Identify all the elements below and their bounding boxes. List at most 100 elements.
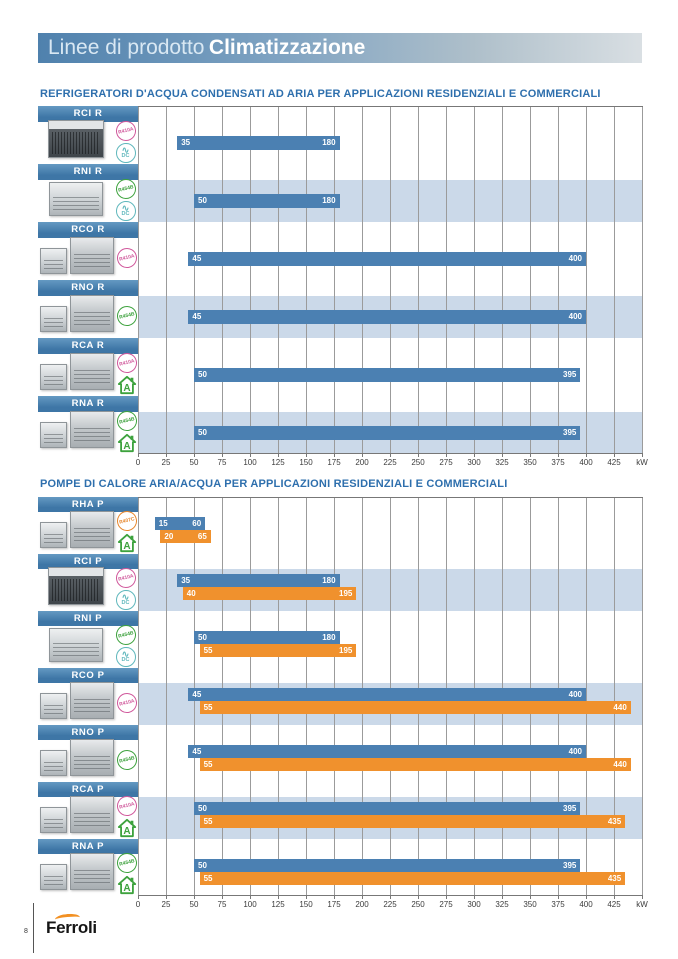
product-image <box>40 511 114 550</box>
bar-start-value: 45 <box>192 690 202 699</box>
bar-start-value: 35 <box>181 576 191 585</box>
bar-start-value: 50 <box>198 428 207 437</box>
product-unit <box>70 853 114 890</box>
axis-tick-label: 50 <box>189 900 199 909</box>
product-image <box>40 295 114 334</box>
bar-start-value: 55 <box>203 817 213 826</box>
refrigerant-badge: R407C <box>114 508 139 534</box>
product-unit <box>49 182 103 216</box>
row-plot-area: 15 60 20 65 <box>138 497 643 554</box>
product-info: R454B A <box>38 850 139 896</box>
blue-range-bar: 45 400 <box>188 252 586 266</box>
blue-range-bar: 35 180 <box>177 136 340 150</box>
orange-range-bar: 20 65 <box>160 530 211 543</box>
orange-range-bar: 55 435 <box>199 872 626 885</box>
blue-range-bar: 50 395 <box>194 426 581 440</box>
product-name: RNI R <box>38 164 138 180</box>
axis-tick-label: 125 <box>271 900 285 909</box>
page-header: Linee di prodotto Climatizzazione <box>38 33 642 63</box>
bar-start-value: 15 <box>158 519 168 528</box>
axis-tick <box>250 454 251 457</box>
product-unit <box>70 682 114 719</box>
product-cell: RCI P R410A ∿ DC <box>38 554 138 611</box>
badge-stack: R410A A <box>114 350 139 395</box>
section-title-pompe-di-calore: POMPE DI CALORE ARIA/ACQUA PER APPLICAZI… <box>40 478 508 490</box>
axis-tick <box>166 454 167 457</box>
axis-tick <box>278 454 279 457</box>
bar-end-value: 435 <box>607 817 622 826</box>
bar-end-value: 395 <box>563 428 577 437</box>
refrigerant-badge: R410A <box>114 793 139 819</box>
bar-start-value: 50 <box>198 804 207 813</box>
product-row: RHA P R407C A 15 60 20 65 <box>38 497 643 554</box>
axis-tick <box>166 896 167 899</box>
axis-tick-label: 300 <box>467 458 481 467</box>
product-row: RNO R R454B 45 400 <box>38 280 643 338</box>
sine-wave-icon: ∿ <box>121 648 130 659</box>
axis-tick-label: 350 <box>523 900 537 909</box>
bar-end-value: 400 <box>568 254 582 263</box>
axis-tick-label: 175 <box>327 458 341 467</box>
axis-tick <box>530 896 531 899</box>
inverter-dc-label: DC <box>121 656 130 663</box>
row-plot-area: 45 400 <box>138 222 643 280</box>
product-image <box>40 628 112 664</box>
product-cell: RHA P R407C A <box>38 497 139 554</box>
energy-class-a-icon: A <box>116 533 138 553</box>
product-image <box>40 182 112 218</box>
axis-tick-label: 350 <box>523 458 537 467</box>
product-unit <box>70 237 114 274</box>
bar-end-value: 440 <box>613 703 627 712</box>
row-plot-area: 50 395 <box>138 396 643 454</box>
product-row: RCA P R410A A 50 395 55 435 <box>38 782 643 839</box>
product-row: RNA P R454B A 50 395 55 435 <box>38 839 643 896</box>
axis-tick <box>642 896 643 899</box>
chart-refrigeratori: RCI R R410A ∿ DC 35 180 RNI R R454B ∿ DC 50 180 RCO … <box>38 106 648 470</box>
axis-tick <box>194 454 195 457</box>
row-plot-area: 50 180 <box>138 164 643 222</box>
axis-tick <box>502 896 503 899</box>
orange-range-bar: 55 195 <box>199 644 357 657</box>
blue-range-bar: 35 180 <box>177 574 340 587</box>
axis-tick-label: 25 <box>161 458 171 467</box>
blue-range-bar: 45 400 <box>188 310 586 324</box>
header-title-regular: Linee di prodotto <box>48 36 205 59</box>
inverter-dc-badge: ∿ DC <box>115 647 136 667</box>
product-unit <box>48 567 104 605</box>
refrigerant-badge: R410A <box>113 118 138 144</box>
x-axis: 0 25 50 75 100 125 150 175 200 225 250 275 300 325 350… <box>136 896 648 912</box>
axis-tick <box>642 454 643 457</box>
unit-grille-detail <box>44 818 63 829</box>
product-row: RNI P R454B ∿ DC 50 180 55 195 <box>38 611 643 668</box>
chart-rows: RHA P R407C A 15 60 20 65 RCI P R410A ∿ DC 35 180 40 1… <box>38 497 643 896</box>
bar-start-value: 50 <box>198 633 207 642</box>
product-name: RNA R <box>38 396 138 412</box>
product-name: RNA P <box>38 839 138 854</box>
unit-grille-detail <box>44 761 63 772</box>
unit-grille-detail <box>44 433 63 444</box>
unit-grille-detail <box>44 259 63 270</box>
product-info: R410A ∿ DC <box>38 118 138 164</box>
product-cell: RNO P R454B <box>38 725 139 782</box>
product-image <box>40 353 114 392</box>
axis-tick-label: 125 <box>271 458 285 467</box>
axis-tick <box>558 896 559 899</box>
axis-tick-label: 175 <box>327 900 341 909</box>
axis-tick <box>502 454 503 457</box>
badge-stack: R454B ∿ DC <box>113 176 138 221</box>
axis-tick-label: 0 <box>135 900 141 909</box>
svg-text:A: A <box>123 383 130 394</box>
energy-class-a-icon: A <box>116 818 138 838</box>
product-cell: RNO R R454B <box>38 280 139 338</box>
axis-tick-label: 400 <box>579 900 593 909</box>
unit-grille-detail <box>74 755 110 772</box>
product-cell: RCA R R410A A <box>38 338 139 396</box>
product-name: RNI P <box>38 611 138 626</box>
row-plot-area: 45 400 <box>138 280 643 338</box>
unit-grille-detail <box>44 533 63 544</box>
row-plot-area: 50 395 55 435 <box>138 839 643 896</box>
axis-tick <box>222 454 223 457</box>
blue-range-bar: 50 395 <box>194 859 581 872</box>
axis-tick <box>586 454 587 457</box>
